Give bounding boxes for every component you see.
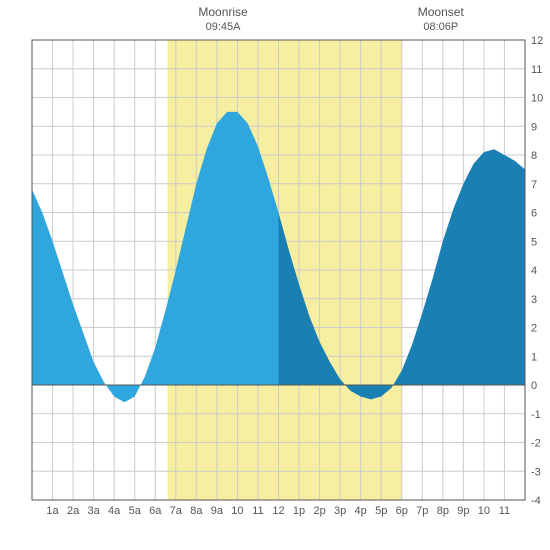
y-tick-label: 12 [531, 35, 543, 47]
y-tick-label: 11 [531, 64, 542, 76]
x-tick-label: 7p [416, 505, 428, 517]
y-tick-label: 1 [531, 351, 537, 363]
y-tick-label: 2 [531, 323, 537, 335]
y-tick-label: 10 [531, 93, 543, 105]
x-tick-label: 6a [149, 505, 162, 517]
x-tick-label: 3p [334, 505, 346, 517]
y-tick-label: 4 [531, 265, 537, 277]
x-tick-label: 7a [170, 505, 183, 517]
y-tick-label: 0 [531, 380, 537, 392]
x-tick-label: 2p [313, 505, 325, 517]
x-tick-label: 9a [211, 505, 224, 517]
x-tick-label: 3a [88, 505, 101, 517]
moonset-time: 08:06P [423, 21, 458, 33]
x-tick-label: 12 [272, 505, 284, 517]
moonrise-label: Moonrise [198, 5, 248, 19]
moonrise-time: 09:45A [206, 21, 242, 33]
y-tick-label: 3 [531, 294, 537, 306]
y-tick-label: -1 [531, 409, 541, 421]
x-tick-label: 4a [108, 505, 121, 517]
x-tick-label: 9p [457, 505, 469, 517]
x-tick-label: 8p [437, 505, 449, 517]
y-tick-label: -2 [531, 438, 541, 450]
x-tick-label: 1p [293, 505, 305, 517]
x-tick-label: 11 [252, 505, 263, 517]
x-tick-label: 4p [355, 505, 367, 517]
moonset-label: Moonset [418, 5, 465, 19]
x-tick-label: 5p [375, 505, 387, 517]
x-tick-label: 2a [67, 505, 80, 517]
tide-chart: 1a2a3a4a5a6a7a8a9a1011121p2p3p4p5p6p7p8p… [0, 0, 550, 550]
x-tick-label: 1a [46, 505, 59, 517]
y-tick-label: 8 [531, 150, 537, 162]
y-tick-label: -3 [531, 466, 541, 478]
x-tick-label: 10 [478, 505, 490, 517]
x-tick-label: 5a [129, 505, 142, 517]
x-tick-label: 6p [396, 505, 408, 517]
x-tick-label: 11 [499, 505, 510, 517]
y-tick-label: 6 [531, 208, 537, 220]
x-tick-label: 8a [190, 505, 203, 517]
x-tick-label: 10 [231, 505, 243, 517]
y-tick-label: 9 [531, 121, 537, 133]
y-tick-label: 7 [531, 179, 537, 191]
y-tick-label: -4 [531, 495, 541, 507]
y-tick-label: 5 [531, 236, 537, 248]
